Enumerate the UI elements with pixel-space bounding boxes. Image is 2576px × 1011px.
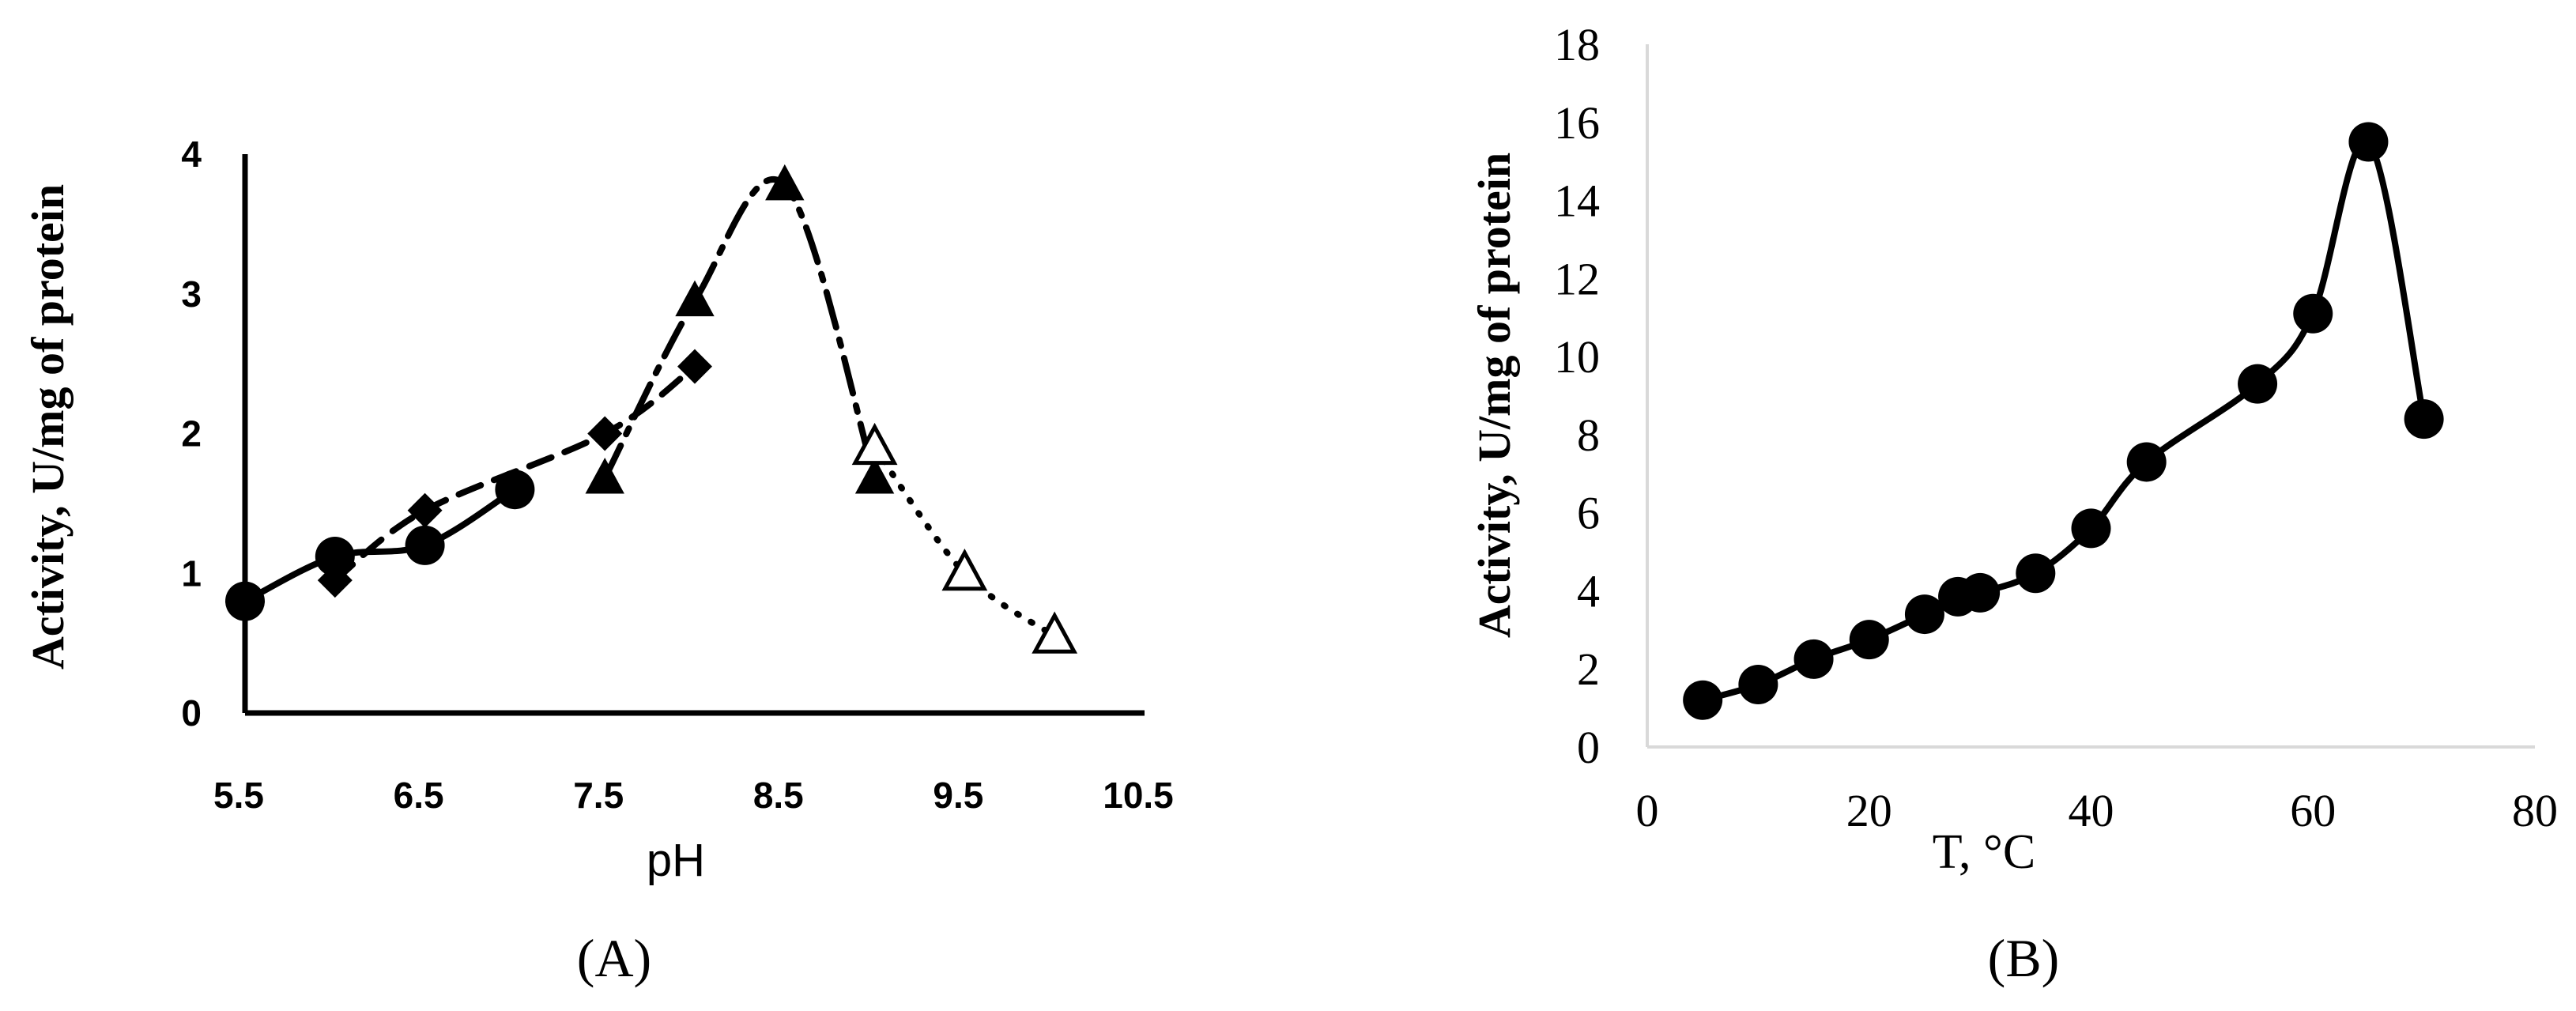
panel-b-label: (B) (1988, 928, 2060, 988)
data-point-series-1 (1683, 680, 1723, 720)
data-point-series-1 (2404, 399, 2444, 439)
data-point-series-1 (2126, 442, 2167, 482)
data-point-series-1 (1960, 572, 2001, 613)
data-point-series-1 (1793, 639, 1834, 679)
x-tick-label: 20 (1846, 785, 1892, 836)
data-point-series-1 (1738, 664, 1778, 704)
y-tick-label: 2 (1577, 643, 1600, 695)
x-tick-label: 10.5 (1103, 775, 1174, 816)
data-point-series-1 (1849, 620, 1889, 660)
x-tick-label: 8.5 (753, 775, 804, 816)
x-tick-label: 40 (2069, 785, 2114, 836)
x-tick-label: 7.5 (573, 775, 624, 816)
data-point-series-1 (2016, 553, 2056, 594)
y-tick-label: 4 (1577, 565, 1600, 617)
data-point-series-1 (2293, 293, 2333, 334)
data-point-series-2 (677, 349, 712, 384)
data-point-series-2 (407, 492, 443, 528)
data-point-series-2 (317, 563, 353, 598)
y-tick-label: 14 (1554, 175, 1600, 227)
data-point-series-3 (585, 458, 624, 494)
panel-a-y-axis-title: Activity, U/mg of protein (22, 184, 74, 670)
panel-b-chart: 0 2 4 6 8 10 12 14 16 18 0 20 40 60 80 T, °C Activity… (1469, 19, 2558, 988)
x-tick-label: 80 (2512, 785, 2558, 836)
data-point-series-1 (2238, 364, 2278, 404)
y-tick-label: 2 (181, 413, 202, 455)
series-line-1 (1699, 137, 2427, 704)
panel-a-chart: 0 1 2 3 4 5.5 6.5 7.5 8.5 9.5 10.5 pH Activity, U… (22, 134, 1174, 988)
data-point-series-4 (851, 422, 898, 466)
panel-b-x-axis-title: T, °C (1933, 825, 2035, 879)
y-tick-label: 18 (1554, 19, 1600, 70)
y-tick-label: 8 (1577, 409, 1600, 461)
data-point-series-1 (2071, 508, 2111, 549)
y-tick-label: 16 (1554, 97, 1600, 149)
data-point-series-1 (495, 470, 535, 510)
data-point-series-3 (854, 458, 895, 494)
data-point-series-3 (675, 280, 715, 317)
y-tick-label: 1 (181, 553, 202, 594)
x-tick-label: 60 (2290, 785, 2336, 836)
x-tick-label: 9.5 (933, 775, 983, 816)
series-line-4 (871, 444, 1058, 639)
y-tick-label: 0 (1577, 722, 1600, 773)
panel-b-y-axis-title: Activity, U/mg of protein (1469, 153, 1520, 638)
data-point-series-1 (315, 537, 355, 577)
y-tick-label: 3 (181, 273, 202, 315)
y-tick-label: 4 (181, 134, 202, 175)
data-point-series-2 (587, 416, 623, 451)
y-tick-label: 10 (1554, 331, 1600, 383)
data-point-series-1 (405, 525, 445, 565)
panel-a-x-axis-title: pH (647, 835, 705, 886)
data-point-series-3 (765, 164, 805, 201)
data-point-series-4 (1032, 611, 1078, 654)
y-tick-label: 0 (181, 692, 202, 734)
panel-a-label: (A) (577, 928, 651, 988)
x-tick-label: 5.5 (213, 775, 264, 816)
data-point-series-1 (2348, 122, 2389, 162)
y-tick-label: 6 (1577, 488, 1600, 539)
y-tick-label: 12 (1554, 253, 1600, 304)
x-tick-label: 0 (1636, 785, 1659, 836)
data-point-series-1 (1904, 594, 1944, 635)
x-tick-label: 6.5 (394, 775, 444, 816)
data-point-series-1 (225, 581, 265, 621)
data-point-series-4 (941, 549, 988, 591)
series-line-1 (242, 486, 519, 605)
series-line-3 (602, 175, 878, 482)
